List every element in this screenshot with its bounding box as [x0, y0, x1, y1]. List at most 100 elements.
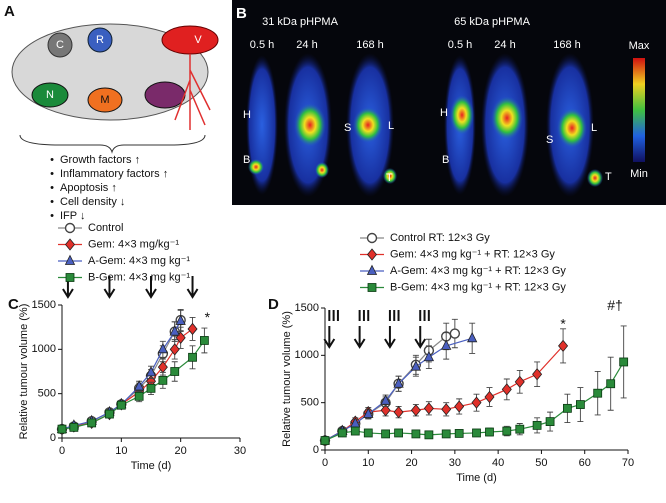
marker [363, 428, 373, 438]
marker [320, 436, 330, 445]
marker [187, 322, 198, 336]
marker [563, 403, 572, 413]
marker [69, 422, 79, 432]
marker [105, 409, 114, 419]
marker [393, 377, 404, 388]
panel-label: C [8, 296, 19, 313]
marker [363, 407, 374, 418]
y-tick-label: 1500 [295, 302, 319, 314]
y-tick-label: 0 [313, 444, 319, 456]
y-tick-label: 0 [50, 432, 56, 444]
marker [501, 383, 512, 396]
marker [593, 388, 603, 398]
treatment-arrow [186, 276, 199, 299]
group-title: 31 kDa pHPMA [262, 16, 338, 28]
y-tick-label: 1000 [32, 343, 56, 355]
y-tick-label: 500 [301, 397, 319, 409]
series-line [324, 345, 564, 442]
marker [145, 365, 157, 377]
marker [423, 402, 434, 415]
marker [380, 404, 391, 417]
bodies [246, 53, 603, 197]
x-tick-label: 10 [115, 445, 127, 457]
x-tick-label: 20 [175, 445, 187, 457]
cell-label: M [100, 94, 109, 106]
cell-label: C [56, 39, 64, 51]
treatment-arrow [384, 326, 396, 349]
organ-label: S [546, 134, 553, 146]
series-line [61, 320, 182, 430]
x-tick-label: 0 [322, 457, 328, 469]
marker [87, 418, 97, 428]
cell-c [47, 32, 73, 58]
brace [19, 134, 206, 154]
marker [366, 264, 378, 275]
treatment-arrow [353, 326, 366, 349]
marker [169, 325, 180, 336]
x-tick-label: 70 [622, 457, 634, 469]
time-label: 0.5 h [448, 39, 472, 51]
marker [350, 426, 360, 436]
time-label: 24 h [296, 39, 317, 51]
marker [116, 400, 126, 410]
marker [606, 379, 616, 389]
annotation: #† [607, 297, 623, 313]
x-axis-title: Time (d) [131, 460, 172, 472]
marker [454, 400, 465, 413]
treatment-arrow [103, 276, 116, 299]
marker [57, 424, 67, 434]
bullet: • [50, 168, 54, 180]
series-line [324, 337, 473, 442]
organelle [144, 81, 186, 109]
series-line [61, 328, 193, 430]
treatment-arrow [145, 276, 157, 299]
x-tick-label: 20 [405, 457, 417, 469]
y-tick-label: 1000 [295, 349, 319, 361]
marker [65, 273, 75, 282]
marker [367, 283, 377, 292]
marker [449, 328, 461, 339]
legend-label: A-Gem: 4×3 mg kg⁻¹ + RT: 12×3 Gy [390, 265, 566, 277]
marker [133, 380, 145, 391]
y-tick-label: 500 [38, 388, 56, 400]
marker [423, 350, 435, 362]
y-tick-label: 1500 [32, 299, 56, 311]
treatment-arrow [323, 326, 336, 349]
cell-r [87, 27, 113, 53]
panel-label: D [268, 296, 279, 313]
marker [188, 352, 197, 362]
vessel [174, 54, 211, 130]
x-tick-label: 10 [362, 457, 374, 469]
annotation: * [560, 316, 566, 332]
time-label: 168 h [356, 39, 384, 51]
organ-label: H [440, 107, 448, 119]
x-tick-label: 50 [535, 457, 547, 469]
marker [381, 429, 391, 439]
organ-label: T [605, 171, 612, 183]
panel-b: B 31 kDa pHPMA 65 kDa pHPMA 0.5 h 24 h 1… [232, 0, 666, 205]
legend-label: B-Gem: 4×3 mg kg⁻¹ [88, 271, 190, 283]
time-label: 168 h [553, 39, 581, 51]
legend-label: Control [88, 222, 123, 234]
time-label: 0.5 h [250, 39, 274, 51]
marker [472, 428, 481, 438]
legend-label: Control RT: 12×3 Gy [390, 232, 490, 244]
annotation: * [205, 309, 211, 325]
marker [471, 396, 482, 409]
panel-label: A [4, 3, 15, 20]
effect: Growth factors ↑ [60, 154, 140, 166]
marker [514, 375, 525, 388]
organ-label: T [386, 172, 393, 184]
marker [619, 357, 629, 367]
x-tick-label: 40 [492, 457, 504, 469]
x-tick-label: 30 [234, 445, 246, 457]
marker [410, 360, 422, 371]
marker [441, 429, 451, 439]
marker [410, 404, 421, 417]
legend-label: A-Gem: 4×3 mg kg⁻¹ [88, 255, 190, 267]
marker [532, 420, 542, 430]
effect: IFP ↓ [60, 210, 85, 222]
marker [558, 339, 569, 352]
